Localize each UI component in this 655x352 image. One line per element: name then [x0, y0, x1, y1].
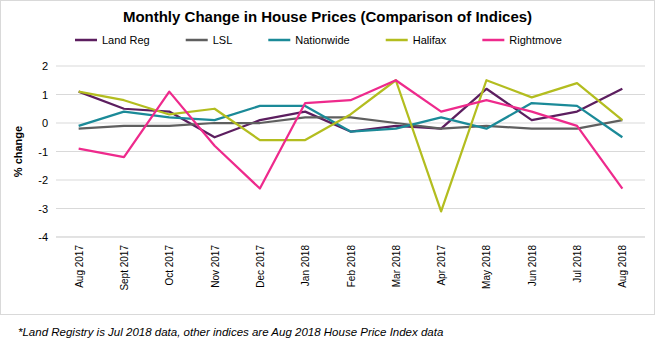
x-tick-label: Jun 2018 — [527, 245, 538, 287]
legend-label: Land Reg — [102, 34, 150, 46]
grid-line — [56, 66, 645, 67]
y-tick-label: 1 — [42, 89, 48, 101]
series-line — [79, 80, 623, 211]
series-line — [79, 89, 623, 137]
chart: Monthly Change in House Prices (Comparis… — [0, 0, 655, 352]
x-tick-label: May 2018 — [481, 245, 492, 289]
x-tick-label: Apr 2017 — [436, 245, 447, 286]
x-tick-label: Mar 2018 — [391, 245, 402, 288]
x-tick-label: Jan 2018 — [300, 245, 311, 287]
x-axis — [56, 237, 645, 238]
legend-swatch — [75, 39, 97, 42]
legend-label: LSL — [213, 34, 233, 46]
x-tick-label: Feb 2018 — [346, 245, 357, 288]
grid-line — [56, 94, 645, 95]
y-tick-label: -3 — [38, 203, 48, 215]
grid-line — [56, 151, 645, 152]
x-tick-label: Aug 2017 — [74, 245, 85, 288]
legend-label: Nationwide — [295, 34, 349, 46]
x-tick-label: Nov 2017 — [210, 245, 221, 288]
title: Monthly Change in House Prices (Comparis… — [123, 8, 532, 25]
y-tick-label: 2 — [42, 60, 48, 72]
series-line — [79, 80, 623, 188]
legend-label: Halifax — [413, 34, 447, 46]
grid-line — [56, 123, 645, 124]
y-tick-label: -4 — [38, 231, 48, 243]
legend-swatch — [186, 39, 208, 42]
footnote: *Land Registry is Jul 2018 data, other i… — [18, 326, 443, 338]
x-tick-label: Sept 2017 — [119, 245, 130, 291]
x-tick-label: Aug 2018 — [617, 245, 628, 288]
legend-swatch — [482, 39, 504, 42]
series-line — [79, 117, 623, 128]
x-tick-label: Jul 2018 — [572, 245, 583, 283]
x-tick-label: Dec 2017 — [255, 245, 266, 288]
y-tick-label: -1 — [38, 146, 48, 158]
chart-border — [1, 1, 655, 315]
series-line — [79, 103, 623, 137]
y-tick-label: -2 — [38, 174, 48, 186]
grid-line — [56, 237, 645, 238]
legend-swatch — [386, 39, 408, 42]
legend-swatch — [268, 39, 290, 42]
grid-line — [56, 180, 645, 181]
grid-line — [56, 208, 645, 209]
y-tick-label: 0 — [42, 117, 48, 129]
legend-label: Rightmove — [509, 34, 562, 46]
y-axis-label: % change — [12, 126, 24, 177]
x-tick-label: Oct 2017 — [164, 245, 175, 286]
plot-area — [79, 80, 623, 211]
